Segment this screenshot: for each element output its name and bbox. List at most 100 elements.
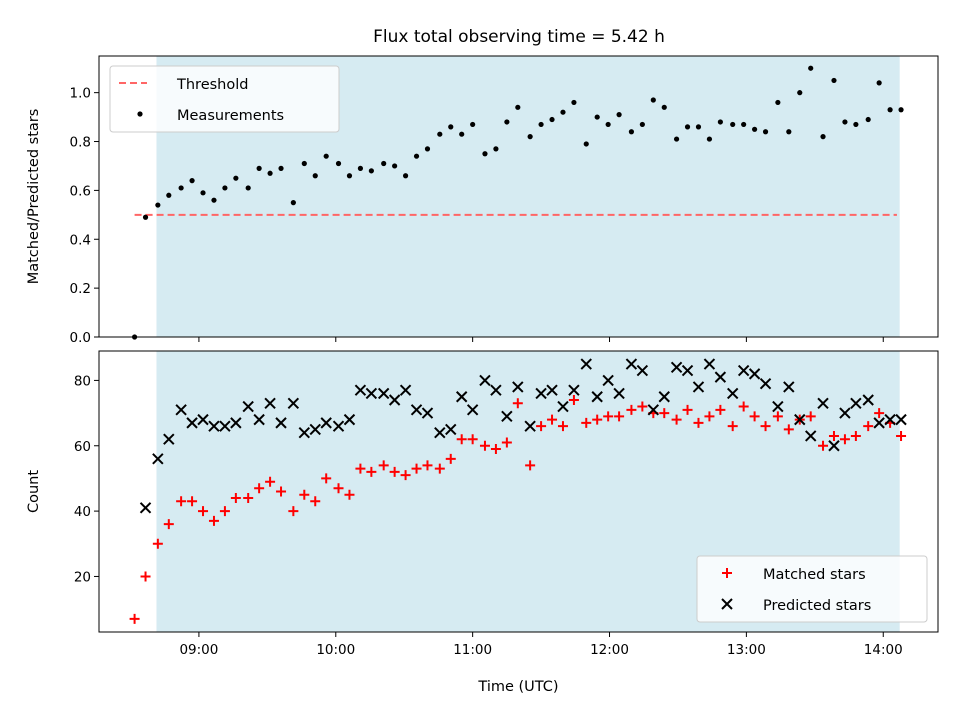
measurement-point: [751, 126, 758, 132]
matched-star-point: [568, 395, 579, 406]
predicted-star-point: [434, 426, 446, 439]
measurement-point: [267, 170, 273, 176]
predicted-star-point: [175, 404, 187, 416]
matched-star-point: [490, 444, 501, 455]
predicted-star-point: [828, 440, 840, 452]
measurement-point: [797, 90, 803, 96]
predicted-star-point: [309, 423, 321, 436]
measurement-point: [178, 185, 184, 191]
measurement-point: [233, 175, 239, 181]
predicted-star-point: [794, 413, 806, 426]
measurement-point: [278, 165, 284, 171]
measurement-point: [775, 99, 781, 106]
measurement-point: [515, 104, 521, 110]
series-predicted-stars: [139, 358, 907, 514]
measurement-point: [639, 121, 645, 128]
legend-measurement-swatch: [137, 111, 143, 117]
measurement-point: [673, 136, 680, 142]
predicted-star-point: [748, 368, 761, 380]
predicted-star-point: [884, 413, 896, 426]
matched-star-point: [434, 463, 445, 474]
matched-star-point: [828, 430, 839, 441]
measurement-point: [290, 200, 296, 206]
y-axis-label: Count: [26, 470, 42, 513]
matched-star-point: [682, 404, 693, 415]
measurement-point: [820, 134, 826, 140]
predicted-star-point: [759, 377, 772, 390]
matched-star-point: [850, 430, 861, 441]
series-matched-stars: [129, 395, 907, 624]
matched-star-point: [208, 515, 219, 526]
matched-star-point: [626, 404, 637, 415]
legend-measurement-label: Measurements: [177, 108, 284, 124]
y-axis-label: Matched/Predicted stars: [26, 109, 42, 285]
measurement-point: [842, 119, 848, 125]
figure-title: Flux total observing time = 5.42 h: [373, 27, 665, 47]
y-tick-label: 0.0: [70, 330, 91, 346]
matched-star-point: [129, 613, 140, 624]
matched-star-point: [818, 440, 829, 451]
predicted-star-point: [839, 407, 851, 419]
predicted-star-point: [726, 387, 739, 400]
measurement-point: [571, 99, 577, 106]
measurement-point: [684, 124, 691, 130]
measurement-point: [142, 214, 149, 220]
matched-star-point: [198, 506, 209, 517]
matched-star-point: [140, 571, 151, 582]
y-tick-label: 80: [74, 373, 91, 389]
predicted-star-point: [490, 384, 502, 396]
legend-predicted-swatch: [721, 598, 733, 610]
predicted-star-point: [805, 430, 817, 442]
predicted-star-point: [208, 420, 220, 432]
predicted-star-point: [625, 358, 638, 370]
measurement-point: [650, 97, 656, 103]
predicted-star-point: [512, 381, 524, 393]
matched-star-point: [355, 463, 366, 474]
matched-star-point: [659, 408, 670, 419]
y-tick-label: 0.6: [70, 183, 91, 199]
measurement-point: [200, 190, 206, 196]
matched-star-point: [715, 404, 726, 415]
matched-star-point: [152, 538, 163, 549]
predicted-star-point: [647, 404, 660, 416]
measurement-point: [560, 109, 566, 115]
measurement-point: [368, 168, 374, 174]
matched-star-point: [805, 411, 816, 422]
measurement-point: [245, 185, 251, 191]
predicted-star-point: [163, 433, 175, 445]
predicted-star-point: [343, 413, 356, 426]
measurement-point: [256, 165, 262, 171]
y-tick-label: 40: [74, 504, 91, 520]
predicted-star-point: [479, 374, 491, 387]
legend-box: [696, 555, 928, 623]
predicted-star-point: [895, 413, 907, 426]
predicted-star-point: [772, 400, 784, 413]
matched-star-point: [501, 437, 512, 448]
matched-star-point: [299, 489, 310, 500]
measurement-point: [741, 121, 747, 128]
matched-star-point: [288, 506, 299, 517]
matched-star-point: [333, 483, 344, 494]
y-tick-label: 0.2: [70, 281, 91, 297]
measurement-point: [312, 173, 318, 179]
count-panel: 20 40 60 80 09:00 10:00 11:00 12:00 13:00 14:00 Co…: [26, 350, 939, 695]
measurement-point: [424, 146, 431, 152]
x-tick-label: 09:00: [179, 642, 218, 658]
measurement-point: [706, 136, 713, 142]
predicted-star-point: [332, 420, 345, 432]
matched-star-point: [411, 463, 422, 474]
measurement-point: [594, 114, 600, 120]
predicted-star-point: [580, 358, 592, 370]
measurement-point: [357, 165, 364, 171]
predicted-star-point: [466, 404, 479, 416]
matched-star-point: [637, 401, 648, 412]
axes-frame: [98, 350, 939, 633]
matched-star-point: [265, 476, 276, 487]
measurement-point: [695, 124, 702, 130]
matched-star-point: [422, 460, 433, 471]
predicted-star-point: [636, 364, 649, 377]
measurement-point: [381, 160, 387, 167]
matched-star-point: [310, 496, 321, 507]
predicted-star-point: [455, 391, 468, 403]
measurement-point: [549, 116, 555, 123]
